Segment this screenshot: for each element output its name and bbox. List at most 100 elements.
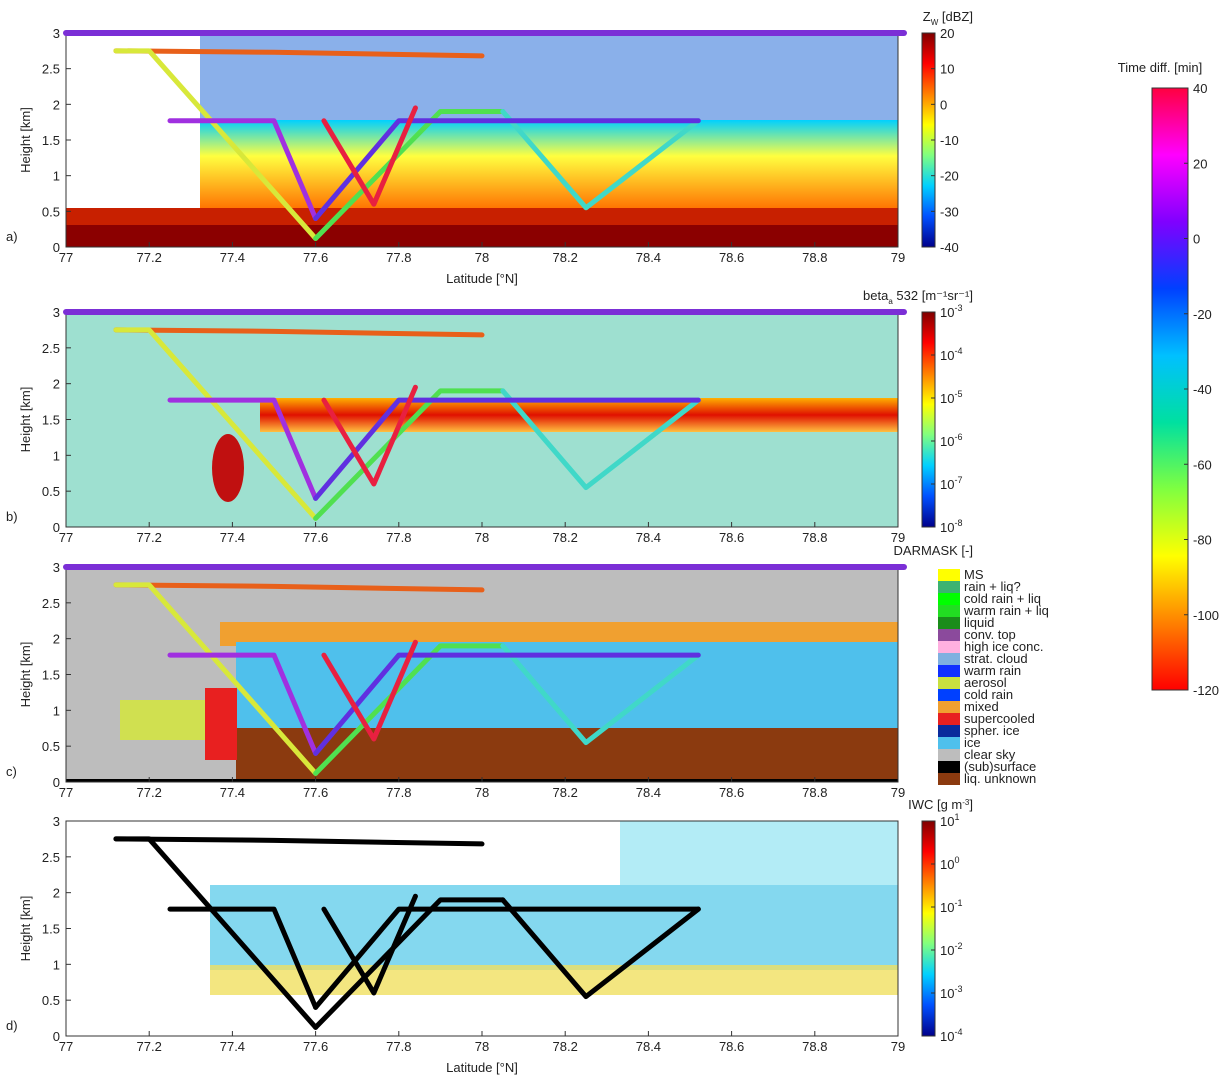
flight-track [321, 105, 418, 207]
flight-track [500, 643, 701, 746]
flight-track [113, 582, 319, 776]
panel-label: b) [6, 509, 18, 524]
x-tick-label: 77.4 [220, 530, 245, 545]
colorbar-title: ZW [dBZ] [923, 9, 973, 27]
flight-track [113, 327, 485, 338]
tick-exponent: -2 [954, 941, 962, 951]
y-tick-label: 3 [53, 26, 60, 41]
curtain-a [66, 33, 898, 247]
flight-track [167, 652, 319, 756]
flight-track [313, 906, 701, 1010]
tick-base: 10 [940, 943, 954, 958]
x-tick-label: 77.2 [137, 530, 162, 545]
colorbar-tick-label: 10-3 [940, 984, 962, 1001]
flight-track [113, 327, 319, 521]
legend-swatch [938, 761, 960, 773]
x-tick-label: 77 [59, 530, 73, 545]
legend-label: ice [964, 735, 981, 750]
curtain-b [66, 312, 898, 527]
y-tick-label: 1.5 [42, 133, 60, 148]
y-tick-label: 1 [53, 703, 60, 718]
colorbar-tick-label: 10-4 [940, 346, 962, 363]
colorbar-tick-label: 40 [1193, 81, 1207, 96]
flight-track [321, 384, 418, 487]
x-tick-label: 78.8 [802, 530, 827, 545]
flight-track [313, 397, 701, 501]
colorbar-tick-label: 10 [940, 62, 954, 77]
colorbar-tick-label: 100 [940, 855, 959, 872]
flight-track [113, 48, 319, 241]
colorbar [921, 820, 936, 1037]
colorbar-title: Time diff. [min] [1118, 60, 1203, 75]
x-tick-label: 78.4 [636, 530, 661, 545]
x-tick-label: 78.2 [553, 785, 578, 800]
colorbar-tick-label: 0 [1193, 232, 1200, 247]
legend-swatch [938, 581, 960, 593]
legend-label: high ice conc. [964, 639, 1044, 654]
colorbar-tick-label: -20 [1193, 307, 1212, 322]
y-tick-label: 0 [53, 775, 60, 790]
x-tick-label: 78 [475, 1039, 489, 1054]
y-tick-label: 0 [53, 1029, 60, 1044]
x-tick-label: 78.2 [553, 1039, 578, 1054]
flight-track [313, 652, 701, 756]
y-tick-label: 2 [53, 97, 60, 112]
legend-swatch [938, 689, 960, 701]
colorbar-tick-label: 101 [940, 812, 959, 829]
legend-label: warm rain + liq [963, 603, 1049, 618]
y-tick-label: 1.5 [42, 922, 60, 937]
x-tick-label: 78.2 [553, 530, 578, 545]
x-tick-label: 77.8 [386, 1039, 411, 1054]
y-tick-label: 3 [53, 560, 60, 575]
tick-exponent: -7 [954, 475, 962, 485]
tick-exponent: 1 [954, 812, 959, 822]
tick-exponent: -6 [954, 432, 962, 442]
panel-label: c) [6, 764, 17, 779]
legend-swatch [938, 665, 960, 677]
y-tick-label: 0.5 [42, 204, 60, 219]
y-tick-label: 2.5 [42, 341, 60, 356]
colorbar-title-rest: 532 [m⁻¹sr⁻¹] [893, 288, 973, 303]
legend-label: spher. ice [964, 723, 1020, 738]
legend-swatch [938, 713, 960, 725]
legend-label: liq. unknown [964, 771, 1036, 786]
x-tick-label: 78.8 [802, 250, 827, 265]
x-tick-label: 78.6 [719, 250, 744, 265]
x-tick-label: 77.4 [220, 785, 245, 800]
x-tick-label: 78.6 [719, 785, 744, 800]
y-tick-label: 2 [53, 377, 60, 392]
colorbar-title-main: Z [923, 9, 931, 24]
colorbar-title: IWC [g m-3] [908, 797, 973, 812]
x-tick-label: 77.6 [303, 785, 328, 800]
colorbar-title-rest: [dBZ] [938, 9, 973, 24]
colorbar-tick-label: 20 [940, 26, 954, 41]
x-tick-label: 78.4 [636, 785, 661, 800]
x-axis-label: Latitude [°N] [446, 271, 518, 286]
tick-exponent: -4 [954, 1027, 962, 1037]
legend-label: conv. top [964, 627, 1016, 642]
colorbar [921, 311, 936, 528]
x-tick-label: 77.6 [303, 530, 328, 545]
tick-base: 10 [940, 814, 954, 829]
colorbar-tick-label: -40 [1193, 382, 1212, 397]
y-tick-label: 0.5 [42, 993, 60, 1008]
x-tick-label: 77.6 [303, 1039, 328, 1054]
flight-track [167, 118, 319, 221]
y-tick-label: 0 [53, 520, 60, 535]
y-axis-label: Height [km] [18, 642, 33, 708]
tick-exponent: 0 [954, 855, 959, 865]
x-tick-label: 77.6 [303, 250, 328, 265]
flight-track [500, 897, 701, 1000]
legend-swatch [938, 677, 960, 689]
y-tick-label: 1.5 [42, 668, 60, 683]
x-tick-label: 77.2 [137, 1039, 162, 1054]
y-tick-label: 2 [53, 632, 60, 647]
x-tick-label: 77.2 [137, 250, 162, 265]
flight-track [321, 893, 418, 996]
x-tick-label: 78.8 [802, 1039, 827, 1054]
x-tick-label: 78 [475, 250, 489, 265]
flight-track [500, 108, 701, 211]
colorbar-title-rest: ] [969, 797, 973, 812]
flight-track [113, 836, 485, 847]
legend-label: liquid [964, 615, 994, 630]
